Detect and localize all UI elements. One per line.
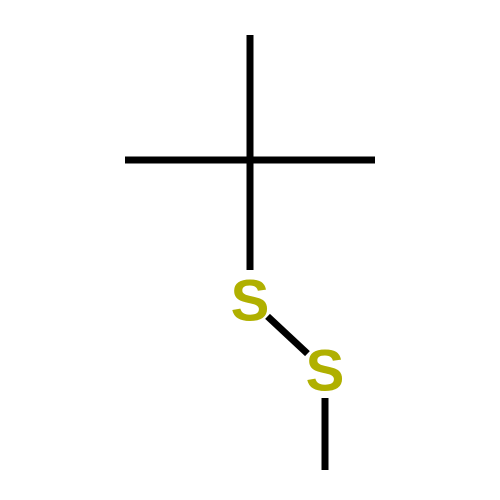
atom-label-s1: S (231, 268, 270, 333)
atom-label-s2: S (306, 338, 345, 403)
structure-canvas: SS (0, 0, 500, 500)
bond (268, 316, 308, 353)
bonds-group (125, 35, 375, 470)
